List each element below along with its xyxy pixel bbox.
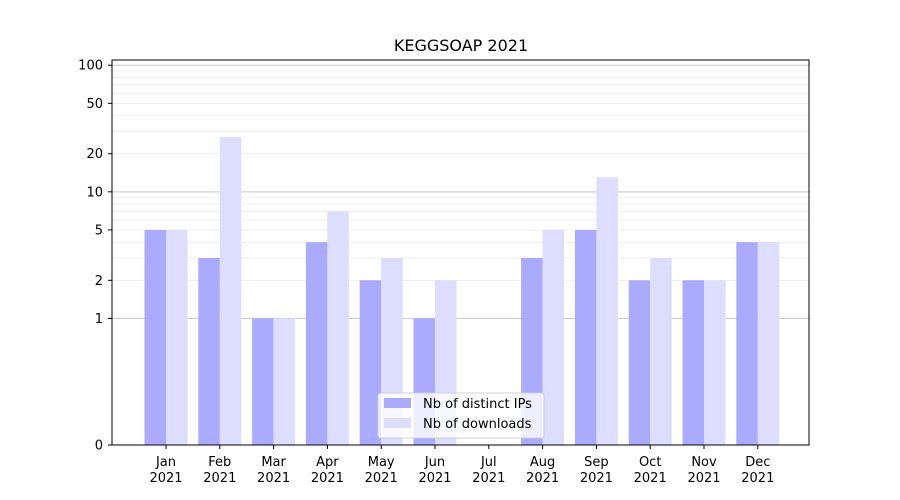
x-tick-label-year: 2021 xyxy=(257,471,290,486)
chart-title: KEGGSOAP 2021 xyxy=(394,36,528,55)
bar-ips xyxy=(628,280,651,445)
x-tick-label-month: Sep xyxy=(584,455,609,470)
bar-downloads xyxy=(596,177,618,446)
y-tick-label: 10 xyxy=(86,185,103,200)
legend-swatch xyxy=(384,398,411,408)
x-tick-label-month: Jun xyxy=(424,455,445,470)
y-tick-label: 1 xyxy=(95,312,103,327)
x-tick-label-year: 2021 xyxy=(634,471,667,486)
bar-ips xyxy=(736,242,758,445)
legend-label: Nb of distinct IPs xyxy=(423,397,532,412)
x-tick-label-year: 2021 xyxy=(580,471,613,486)
x-tick-label-year: 2021 xyxy=(741,471,774,486)
bar-downloads xyxy=(542,229,565,445)
x-tick-label-year: 2021 xyxy=(203,471,236,486)
bar-downloads xyxy=(757,242,780,445)
x-tick-label-year: 2021 xyxy=(365,471,398,486)
x-tick-label-month: Apr xyxy=(316,455,339,470)
bar-ips xyxy=(198,258,220,445)
bar-ips xyxy=(305,242,328,445)
x-tick-label-year: 2021 xyxy=(526,471,559,486)
y-tick-label: 2 xyxy=(95,274,103,289)
x-tick-label-year: 2021 xyxy=(472,471,505,486)
legend-swatch xyxy=(384,418,411,428)
bar-downloads xyxy=(166,229,188,445)
legend-box xyxy=(377,392,545,439)
x-tick-label-month: Oct xyxy=(639,455,661,470)
bar-ips xyxy=(144,229,166,445)
bar-downloads xyxy=(219,137,242,446)
y-tick-label: 100 xyxy=(78,59,103,74)
y-tick-label: 5 xyxy=(95,223,103,238)
x-tick-label-year: 2021 xyxy=(311,471,344,486)
x-tick-label-month: Dec xyxy=(745,455,770,470)
y-tick-label: 50 xyxy=(86,97,103,112)
bar-downloads xyxy=(650,258,672,445)
x-tick-label-month: Feb xyxy=(208,455,231,470)
legend-label: Nb of downloads xyxy=(423,417,532,432)
x-tick-label-year: 2021 xyxy=(687,471,720,486)
x-tick-label-month: Mar xyxy=(261,455,286,470)
bar-downloads xyxy=(327,211,349,445)
bar-ips xyxy=(252,318,274,445)
x-tick-label-month: May xyxy=(368,455,395,470)
x-tick-label-month: Jul xyxy=(480,455,497,470)
y-tick-label: 0 xyxy=(95,439,103,454)
bar-downloads xyxy=(273,318,296,445)
y-tick-label: 20 xyxy=(86,147,103,162)
x-tick-label-month: Aug xyxy=(530,455,555,470)
bar-ips xyxy=(359,280,382,445)
bar-downloads xyxy=(704,280,726,445)
bar-ips xyxy=(574,229,597,445)
x-tick-label-year: 2021 xyxy=(149,471,182,486)
plot-frame xyxy=(111,59,810,446)
x-tick-label-month: Jan xyxy=(155,455,176,470)
x-tick-label-month: Nov xyxy=(691,455,717,470)
x-tick-label-year: 2021 xyxy=(418,471,451,486)
bar-ips xyxy=(682,280,704,445)
